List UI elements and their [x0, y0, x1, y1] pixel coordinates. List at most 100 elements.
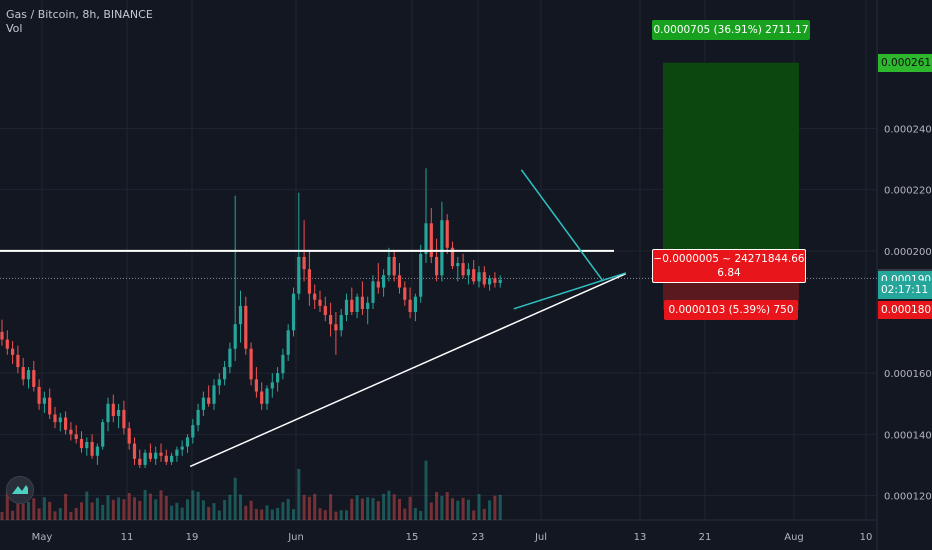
- candle-body: [207, 397, 211, 404]
- candle-body: [424, 223, 428, 254]
- candle-body: [313, 293, 317, 300]
- volume-bar: [58, 508, 62, 520]
- time-tick-label: 15: [406, 532, 419, 543]
- time-tick-label: 19: [186, 532, 199, 543]
- volume-bar: [117, 497, 121, 520]
- volume-bar: [307, 496, 311, 520]
- volume-bar: [371, 498, 375, 520]
- candle-body: [37, 386, 41, 404]
- volume-bar: [201, 500, 205, 520]
- candle-body: [265, 388, 269, 404]
- volume-bar: [27, 502, 30, 520]
- candle-body: [498, 279, 502, 283]
- wedge-lower-line[interactable]: [513, 272, 627, 310]
- target-profit-label[interactable]: 0.0000705 (36.91%) 2711.17: [652, 20, 810, 40]
- volume-bar: [387, 490, 391, 520]
- time-tick-label: 23: [472, 532, 485, 543]
- candle-body: [260, 391, 264, 404]
- candle-body: [376, 281, 380, 288]
- volume-bar: [170, 505, 174, 520]
- candle-body: [95, 446, 99, 456]
- candle-body: [212, 385, 216, 404]
- candle-body: [318, 299, 322, 306]
- candle-body: [48, 397, 52, 415]
- candle-body: [191, 425, 195, 438]
- stop-loss-label[interactable]: 0.0000103 (5.39%) 750: [664, 300, 798, 320]
- volume-bar: [180, 507, 184, 520]
- candle-body: [69, 429, 73, 435]
- volume-bar: [249, 500, 253, 520]
- volume-bar: [360, 498, 364, 520]
- candle-body: [170, 455, 174, 462]
- candle-body: [148, 452, 152, 459]
- volume-bar: [95, 497, 99, 520]
- candle-body: [419, 253, 423, 297]
- volume-bar: [435, 491, 439, 520]
- candle-body: [106, 403, 110, 423]
- candle-body: [276, 373, 280, 383]
- candle-body: [429, 223, 433, 257]
- volume-bar: [223, 499, 227, 520]
- volume-bar: [451, 498, 454, 520]
- candle-body: [127, 428, 131, 444]
- volume-bar: [339, 510, 343, 520]
- candle-body: [350, 299, 354, 312]
- candle-body: [482, 272, 486, 285]
- volume-bar: [461, 497, 465, 520]
- candle-body: [397, 275, 402, 288]
- volume-bar: [138, 500, 142, 520]
- volume-bar: [398, 498, 401, 520]
- candle-body: [334, 324, 338, 331]
- volume-bar: [302, 494, 306, 520]
- tradingview-logo-icon[interactable]: [6, 476, 34, 504]
- candle-body: [249, 348, 253, 380]
- position-stats-line1: −0.0000005 ~ 24271844.66: [653, 253, 805, 265]
- volume-bar: [191, 490, 195, 520]
- candle-body: [413, 296, 417, 312]
- time-tick-label: Jun: [287, 532, 304, 543]
- candle-body: [323, 305, 327, 316]
- position-stats-line2: 6.84: [717, 267, 741, 279]
- volume-bar: [64, 493, 68, 520]
- position-stats-label[interactable]: −0.0000005 ~ 24271844.66 6.84: [652, 249, 806, 283]
- volume-bar: [69, 511, 73, 520]
- volume-indicator-label[interactable]: Vol: [6, 22, 23, 35]
- candle-body: [53, 414, 57, 423]
- volume-bar: [472, 510, 476, 520]
- time-tick-label: Aug: [784, 532, 804, 543]
- candle-body: [185, 437, 190, 447]
- candle-body: [254, 379, 258, 392]
- candle-body: [382, 275, 386, 288]
- candle-body: [5, 339, 9, 349]
- volume-bar: [207, 506, 211, 520]
- candle-body: [339, 315, 343, 331]
- symbol-title: Gas / Bitcoin, 8h, BINANCE: [6, 8, 153, 21]
- candle-body: [90, 442, 94, 456]
- volume-bar: [11, 510, 15, 520]
- target-zone[interactable]: [663, 62, 799, 279]
- candle-body: [297, 256, 301, 294]
- candle-body: [445, 220, 449, 248]
- volume-bar: [254, 508, 258, 520]
- candle-body: [355, 296, 359, 312]
- volume-bar: [329, 494, 333, 520]
- wedge-upper-line[interactable]: [520, 169, 604, 282]
- candle-body: [58, 417, 62, 423]
- volume-bar: [0, 512, 4, 520]
- ascending-trendline[interactable]: [189, 273, 626, 468]
- volume-bar: [350, 498, 354, 520]
- volume-bar: [286, 498, 290, 520]
- volume-bar: [403, 508, 407, 520]
- candle-body: [366, 302, 370, 309]
- volume-bar: [270, 509, 274, 520]
- volume-bar: [16, 499, 20, 520]
- volume-bar: [148, 493, 152, 520]
- candle-body: [450, 247, 455, 267]
- volume-bar: [228, 494, 232, 520]
- volume-bar: [424, 460, 428, 520]
- candle-body: [461, 263, 465, 276]
